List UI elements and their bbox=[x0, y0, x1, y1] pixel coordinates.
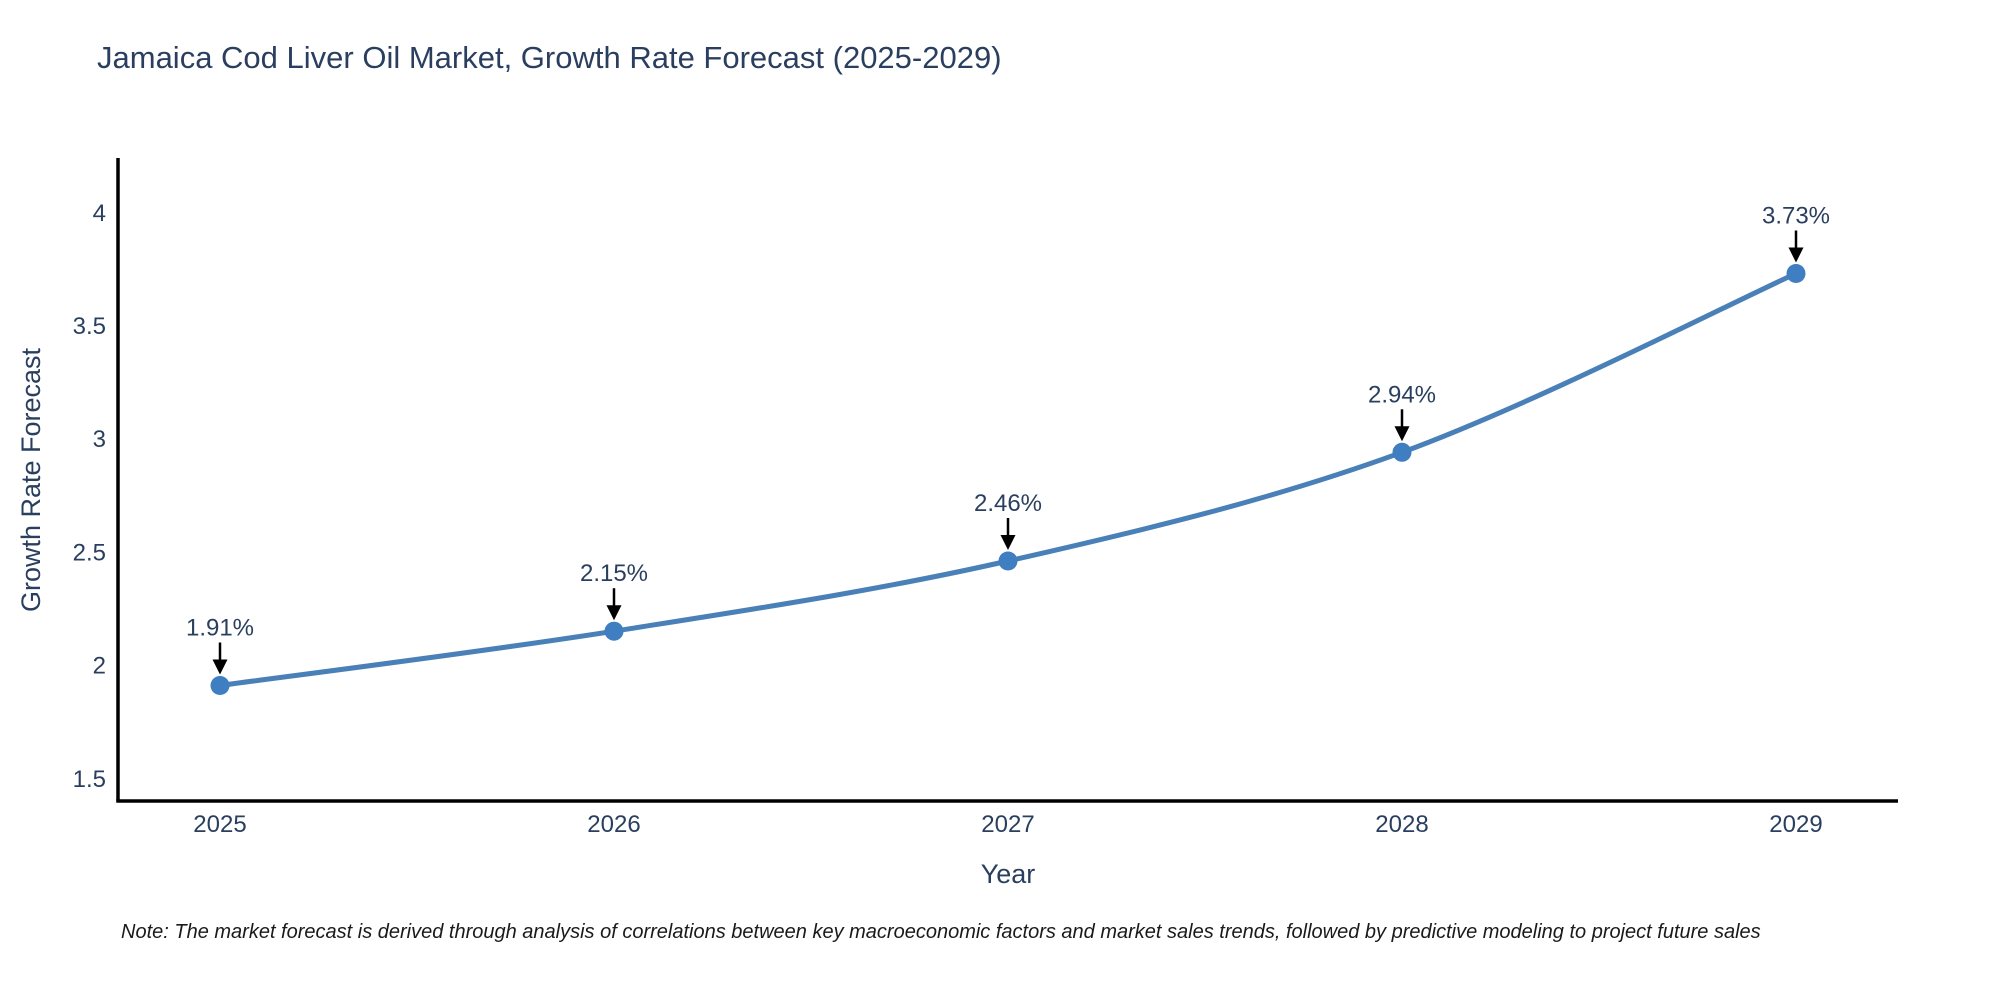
y-tick-label: 1.5 bbox=[73, 766, 106, 793]
annotation-arrowhead-icon bbox=[1000, 535, 1016, 550]
point-value-label: 1.91% bbox=[186, 615, 254, 642]
y-tick-label: 3.5 bbox=[73, 313, 106, 340]
annotation-arrowhead-icon bbox=[212, 659, 228, 675]
data-point-marker bbox=[604, 621, 624, 641]
data-point-marker bbox=[1786, 264, 1806, 283]
y-tick-label: 2 bbox=[93, 653, 106, 680]
plot-area[interactable] bbox=[118, 158, 1898, 801]
data-point-marker bbox=[998, 551, 1018, 571]
point-annotations: 1.91% 2.15% 2.46% 2.94% 3.73% bbox=[186, 203, 1830, 675]
x-tick-label: 2028 bbox=[1375, 811, 1428, 838]
point-value-label: 2.94% bbox=[1368, 381, 1436, 408]
y-axis-tick-labels: 1.5 2 2.5 3 3.5 4 bbox=[73, 200, 106, 793]
x-axis-tick-labels: 2025 2026 2027 2028 2029 bbox=[193, 811, 1822, 838]
footnote: Note: The market forecast is derived thr… bbox=[121, 921, 1761, 943]
y-tick-label: 2.5 bbox=[73, 540, 106, 567]
data-point-marker bbox=[210, 676, 230, 695]
annotation-arrowhead-icon bbox=[1788, 247, 1804, 263]
y-tick-label: 4 bbox=[93, 200, 106, 227]
x-axis-title: Year bbox=[981, 859, 1036, 889]
x-tick-label: 2027 bbox=[981, 811, 1034, 838]
y-axis-title: Growth Rate Forecast bbox=[16, 347, 46, 612]
x-tick-label: 2025 bbox=[193, 811, 246, 838]
point-value-label: 3.73% bbox=[1762, 203, 1830, 230]
x-tick-label: 2029 bbox=[1769, 811, 1822, 838]
y-tick-label: 3 bbox=[93, 426, 106, 453]
series-markers bbox=[210, 264, 1806, 695]
annotation-arrowhead-icon bbox=[606, 605, 622, 621]
annotation-arrowhead-icon bbox=[1394, 426, 1410, 442]
x-tick-label: 2026 bbox=[587, 811, 640, 838]
point-value-label: 2.15% bbox=[580, 560, 648, 587]
data-point-marker bbox=[1392, 442, 1412, 462]
chart-title: Jamaica Cod Liver Oil Market, Growth Rat… bbox=[97, 40, 1002, 75]
point-value-label: 2.46% bbox=[974, 490, 1042, 517]
